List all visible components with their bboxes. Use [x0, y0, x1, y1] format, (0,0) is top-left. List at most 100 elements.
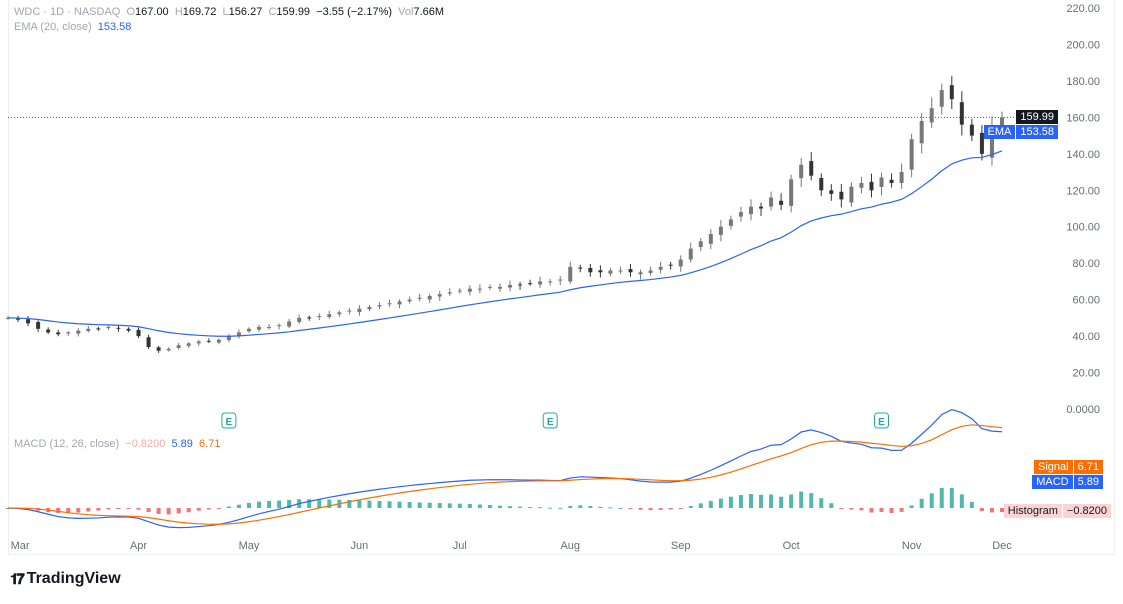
histogram-bar: [528, 507, 533, 509]
histogram-bar: [989, 508, 994, 513]
macd-legend-histogram: −0.8200: [125, 438, 166, 450]
histogram-bar: [156, 508, 161, 514]
histogram-bar: [267, 501, 272, 508]
histogram-bar: [66, 508, 71, 514]
candle-body: [106, 326, 111, 328]
histogram-bar: [246, 502, 251, 508]
y-tick-label: 200.00: [1066, 39, 1100, 51]
x-tick-label: Sep: [671, 540, 691, 552]
candle-body: [889, 179, 894, 183]
histogram-bar: [648, 508, 653, 511]
histogram-bar: [508, 506, 513, 508]
macd-legend[interactable]: MACD (12, 26, close) −0.8200 5.89 6.71: [14, 438, 220, 450]
low-value: 156.27: [228, 6, 263, 18]
histogram-bar: [367, 500, 372, 508]
candle-body: [236, 332, 241, 336]
chart-frame: [8, 0, 1115, 555]
histogram-bar: [86, 508, 91, 512]
candle-body: [608, 270, 613, 274]
earnings-marker-label: E: [878, 417, 885, 428]
symbol[interactable]: WDC · 1D · NASDAQ: [14, 6, 121, 18]
y-tick-label: 60.00: [1072, 295, 1100, 307]
histogram-bar: [598, 506, 603, 508]
histogram-bar: [497, 505, 502, 508]
histogram-bar: [196, 508, 201, 511]
x-tick-label: Oct: [783, 540, 800, 552]
candle-body: [16, 318, 21, 320]
candle-body: [437, 294, 442, 297]
histogram-bar: [558, 507, 563, 509]
ema-legend-value: 153.58: [97, 21, 132, 33]
candle-body: [156, 347, 161, 351]
candle-body: [26, 319, 31, 324]
histogram-bar: [206, 508, 211, 510]
macd-value-label: 5.89: [1073, 475, 1103, 489]
earnings-marker-icon: [542, 412, 558, 429]
candle-body: [487, 286, 492, 288]
candle-body: [688, 248, 693, 260]
histogram-bar: [387, 501, 392, 508]
candle-body: [497, 286, 502, 289]
candle-body: [799, 164, 804, 179]
earnings-marker-icon: [874, 412, 890, 429]
candle-body: [849, 186, 854, 203]
tradingview-logo[interactable]: 𝟏𝟕 TradingView: [10, 570, 121, 588]
candle-body: [598, 270, 603, 273]
volume-label: Vol: [398, 6, 414, 18]
candle-body: [377, 305, 382, 307]
low-label: L: [222, 6, 229, 18]
histogram-bar: [257, 501, 262, 508]
histogram-bar: [769, 494, 774, 508]
histogram-bar: [929, 493, 934, 508]
x-tick-label: Jun: [351, 540, 369, 552]
histogram-bar: [799, 491, 804, 508]
histogram-bar: [437, 503, 442, 508]
candle-body: [287, 321, 292, 327]
symbol-legend: WDC · 1D · NASDAQ O167.00 H169.72 L156.2…: [14, 6, 444, 18]
candle-body: [528, 283, 533, 285]
candle-body: [678, 259, 683, 267]
y-tick-label: 0.0000: [1066, 404, 1100, 416]
histogram-bar: [226, 506, 231, 508]
ema-legend[interactable]: EMA (20, close) 153.58: [14, 21, 131, 33]
candle-body: [989, 126, 994, 158]
candle-body: [518, 284, 523, 286]
volume-value: 7.66M: [413, 6, 445, 18]
candle-body: [226, 336, 231, 341]
histogram-bar: [467, 503, 472, 508]
candle-body: [337, 312, 342, 315]
candle-body: [56, 332, 61, 335]
candle-body: [588, 267, 593, 273]
ema-price-label: 153.58: [1016, 125, 1058, 139]
histogram-value-label: −0.8200: [1062, 504, 1111, 518]
candle-body: [548, 281, 553, 283]
open-label: O: [126, 6, 136, 18]
candle-body: [146, 337, 151, 348]
histogram-bar: [759, 494, 764, 508]
candle-body: [246, 328, 251, 332]
histogram-bar: [568, 505, 573, 508]
candle-body: [176, 345, 181, 348]
ema-legend-label: EMA (20, close): [14, 21, 92, 33]
histogram-bar: [317, 499, 322, 508]
histogram-bar: [1000, 508, 1004, 513]
earnings-marker-label: E: [547, 417, 554, 428]
histogram-bar: [126, 508, 131, 509]
x-tick-label: Nov: [902, 540, 922, 552]
histogram-bar: [76, 508, 81, 513]
histogram-bar: [377, 500, 382, 508]
histogram-bar: [407, 502, 412, 508]
candle-body: [578, 267, 583, 269]
y-tick-label: 100.00: [1066, 222, 1100, 234]
histogram-bar: [477, 504, 482, 508]
histogram-bar: [347, 499, 352, 508]
candle-body: [277, 325, 282, 327]
histogram-bar: [186, 508, 191, 513]
histogram-bar: [176, 508, 181, 514]
histogram-bar: [688, 505, 693, 508]
close-label: C: [268, 6, 277, 18]
y-tick-label: 80.00: [1072, 258, 1100, 270]
candle-body: [477, 288, 482, 290]
candle-body: [447, 292, 452, 294]
